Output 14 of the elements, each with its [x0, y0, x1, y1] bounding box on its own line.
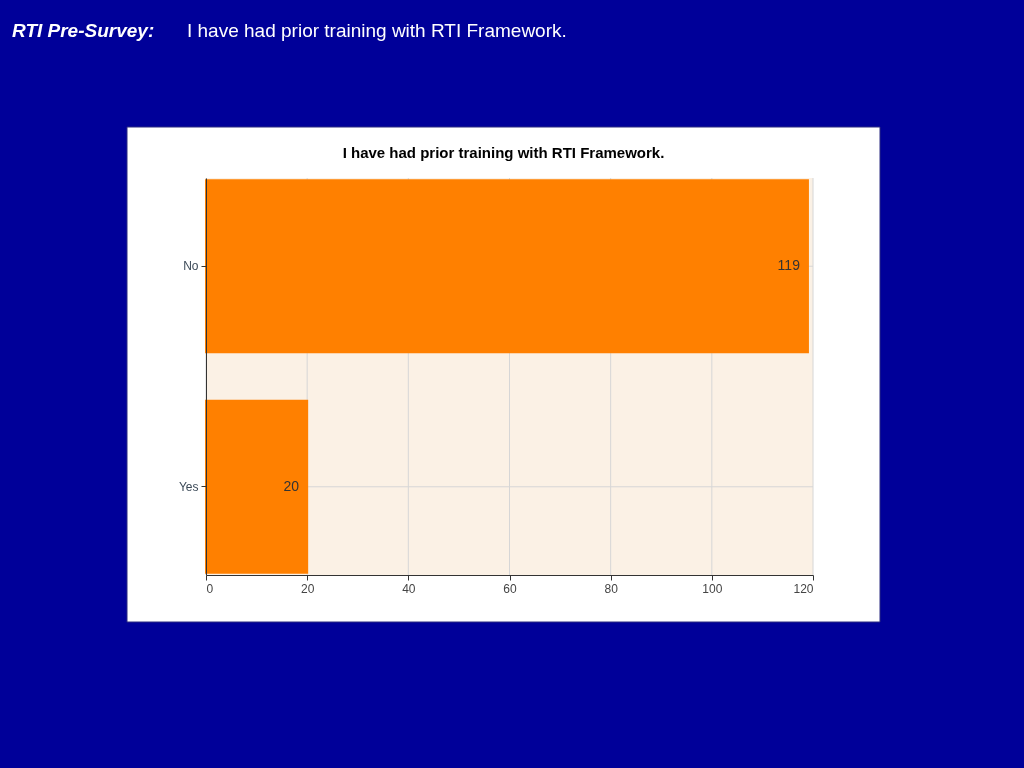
- x-tick-label: 80: [604, 581, 619, 596]
- x-tick-label: 20: [300, 581, 315, 596]
- y-tick-label: Yes: [178, 479, 199, 494]
- x-tick-label: 60: [503, 581, 517, 596]
- text: I have had prior training with RTI Framework.: [187, 20, 567, 41]
- data-label: 119: [777, 257, 801, 274]
- x-tick-label: 40: [402, 581, 416, 596]
- data-label: 20: [283, 477, 300, 494]
- x-tick-label: 100: [702, 581, 723, 596]
- y-tick-label: No: [183, 259, 199, 274]
- x-tick-label: 120: [793, 581, 814, 596]
- text: RTI Pre-Survey:: [12, 20, 155, 41]
- chart-title: I have had prior training with RTI Framework.: [342, 144, 665, 161]
- x-tick-label: 0: [206, 581, 214, 596]
